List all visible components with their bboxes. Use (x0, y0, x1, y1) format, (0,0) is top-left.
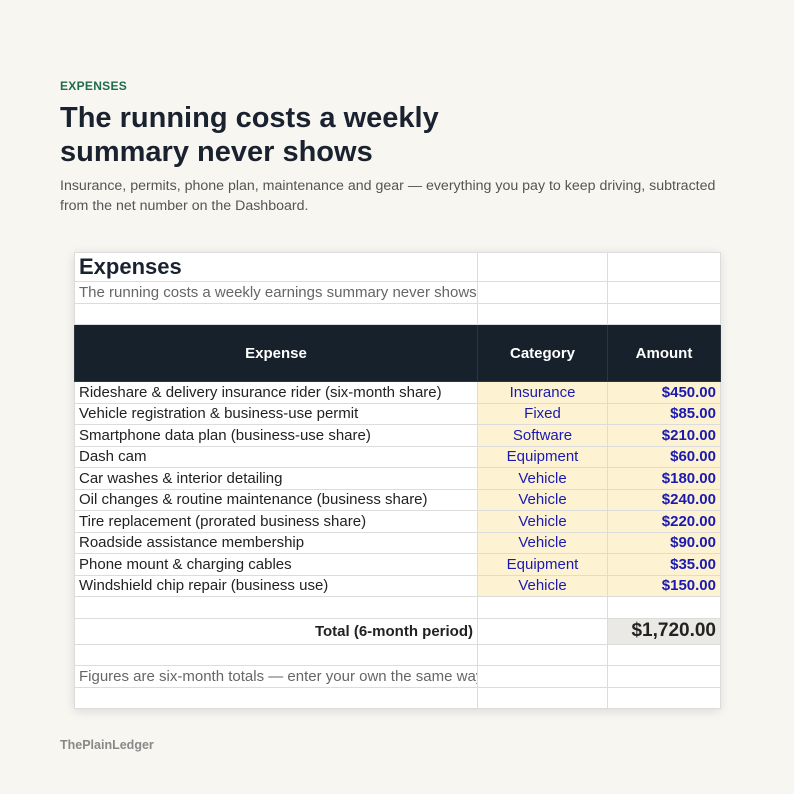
cell (477, 252, 608, 282)
expense-amount: $180.00 (607, 467, 721, 490)
eyebrow: EXPENSES (60, 79, 128, 93)
sheet-row: Smartphone data plan (business-use share… (74, 424, 721, 447)
expense-amount: $210.00 (607, 424, 721, 447)
cell (477, 617, 608, 645)
cell (607, 252, 721, 282)
cell (477, 665, 608, 688)
cell (74, 302, 478, 325)
sheet-row: The running costs a weekly earnings summ… (74, 281, 721, 304)
cell (477, 686, 608, 709)
cell (74, 643, 478, 666)
note: Figures are six-month totals — enter you… (74, 665, 478, 688)
sheet-row (74, 596, 721, 619)
expense-category: Insurance (477, 381, 608, 404)
expense-amount: $85.00 (607, 402, 721, 425)
expense-category: Vehicle (477, 510, 608, 533)
cell (607, 643, 721, 666)
expense-amount: $35.00 (607, 553, 721, 576)
expense-name: Tire replacement (prorated business shar… (74, 510, 478, 533)
title-line: summary never shows (60, 136, 373, 168)
expense-category: Vehicle (477, 574, 608, 597)
expense-name: Windshield chip repair (business use) (74, 574, 478, 597)
sheet-title: Expenses (74, 252, 478, 282)
cell (607, 686, 721, 709)
expense-name: Oil changes & routine maintenance (busin… (74, 488, 478, 511)
cell (607, 281, 721, 304)
expense-category: Equipment (477, 445, 608, 468)
title: The running costs a weekly summary never… (60, 101, 439, 169)
sheet-table: Expenses The running costs a weekly earni… (74, 252, 721, 709)
subtitle: Insurance, permits, phone plan, maintena… (60, 178, 716, 214)
total-amount: $1,720.00 (607, 617, 721, 645)
column-header: Expense (74, 324, 478, 382)
expense-amount: $240.00 (607, 488, 721, 511)
expense-category: Vehicle (477, 467, 608, 490)
expense-name: Car washes & interior detailing (74, 467, 478, 490)
expense-category: Vehicle (477, 531, 608, 554)
footer: ThePlainLedger (60, 738, 154, 752)
cell (477, 643, 608, 666)
expense-category: Equipment (477, 553, 608, 576)
expense-category: Fixed (477, 402, 608, 425)
sheet-row: Roadside assistance membership Vehicle $90… (74, 531, 721, 554)
expense-category: Vehicle (477, 488, 608, 511)
cell (74, 686, 478, 709)
cell (607, 665, 721, 688)
sheet-row: Expense Category Amount (74, 324, 721, 382)
cell (74, 596, 478, 619)
sheet: Expenses The running costs a weekly earni… (74, 252, 721, 709)
expense-name: Vehicle registration & business-use perm… (74, 402, 478, 425)
expense-name: Dash cam (74, 445, 478, 468)
column-header: Category (477, 324, 608, 382)
expense-amount: $90.00 (607, 531, 721, 554)
sheet-subtitle: The running costs a weekly earnings summ… (74, 281, 478, 304)
cell (477, 596, 608, 619)
sheet-row (74, 643, 721, 666)
sheet-row: Total (6-month period) $1,720.00 (74, 617, 721, 645)
expense-name: Smartphone data plan (business-use share… (74, 424, 478, 447)
column-header: Amount (607, 324, 721, 382)
sheet-row: Expenses (74, 252, 721, 282)
expense-amount: $450.00 (607, 381, 721, 404)
expense-category: Software (477, 424, 608, 447)
expense-name: Phone mount & charging cables (74, 553, 478, 576)
sheet-row: Vehicle registration & business-use perm… (74, 402, 721, 425)
cell (607, 596, 721, 619)
expense-name: Roadside assistance membership (74, 531, 478, 554)
sheet-row: Car washes & interior detailing Vehicle $1… (74, 467, 721, 490)
sheet-row: Dash cam Equipment $60.00 (74, 445, 721, 468)
cell (477, 302, 608, 325)
expense-amount: $220.00 (607, 510, 721, 533)
sheet-row: Windshield chip repair (business use) Veh… (74, 574, 721, 597)
expense-name: Rideshare & delivery insurance rider (si… (74, 381, 478, 404)
sheet-row (74, 686, 721, 709)
sheet-body: Expenses The running costs a weekly earni… (74, 252, 721, 709)
cell (607, 302, 721, 325)
sheet-row: Tire replacement (prorated business shar… (74, 510, 721, 533)
title-line: The running costs a weekly (60, 102, 439, 134)
expense-amount: $150.00 (607, 574, 721, 597)
sheet-row: Oil changes & routine maintenance (busin… (74, 488, 721, 511)
sheet-row: Figures are six-month totals — enter you… (74, 665, 721, 688)
sheet-row: Phone mount & charging cables Equipment $3… (74, 553, 721, 576)
sheet-row: Rideshare & delivery insurance rider (si… (74, 381, 721, 404)
cell (477, 281, 608, 304)
expense-amount: $60.00 (607, 445, 721, 468)
sheet-row (74, 302, 721, 325)
total-label: Total (6-month period) (74, 617, 478, 645)
